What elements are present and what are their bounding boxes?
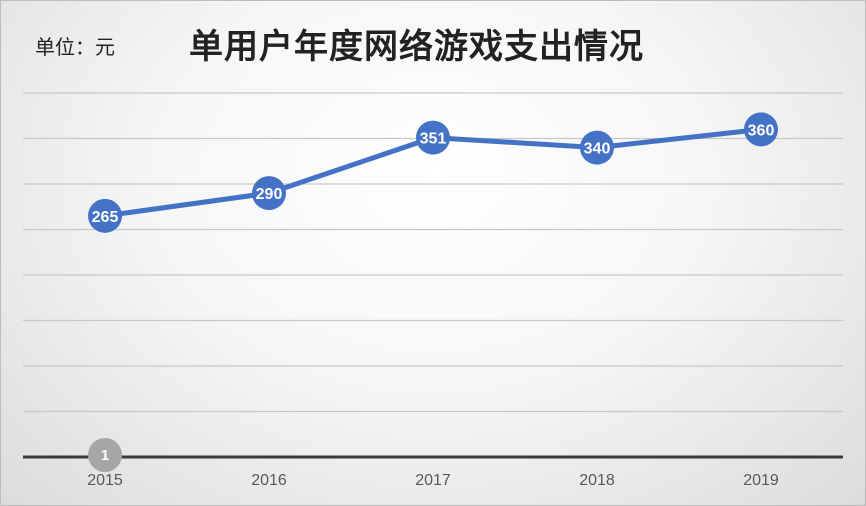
chart-title: 单用户年度网络游戏支出情况 (189, 27, 644, 67)
x-tick-label-2015: 2015 (87, 472, 123, 489)
x-tick-label-2018: 2018 (579, 472, 615, 489)
data-label-2018: 340 (584, 141, 611, 158)
badge-circle (88, 438, 122, 472)
x-axis-tick-labels: 2015 2016 2017 2018 2019 (87, 472, 779, 489)
x-tick-label-2017: 2017 (415, 472, 451, 489)
data-point-2015 (88, 198, 122, 233)
category-badge: 1 (88, 438, 122, 472)
x-tick-label-2019: 2019 (743, 472, 779, 489)
data-point-2017 (416, 120, 450, 155)
data-label-2016: 290 (256, 186, 283, 203)
data-label-2015: 265 (92, 209, 119, 226)
badge-label: 1 (101, 447, 109, 464)
data-label-2017: 351 (420, 131, 447, 148)
data-point-2016 (252, 176, 286, 211)
data-points: 265 290 351 340 360 (88, 112, 778, 233)
data-point-2018 (580, 130, 614, 165)
data-point-2019 (744, 112, 778, 147)
unit-label: 单位：元 (35, 35, 115, 59)
data-label-2019: 360 (748, 122, 775, 139)
x-tick-label-2016: 2016 (251, 472, 287, 489)
